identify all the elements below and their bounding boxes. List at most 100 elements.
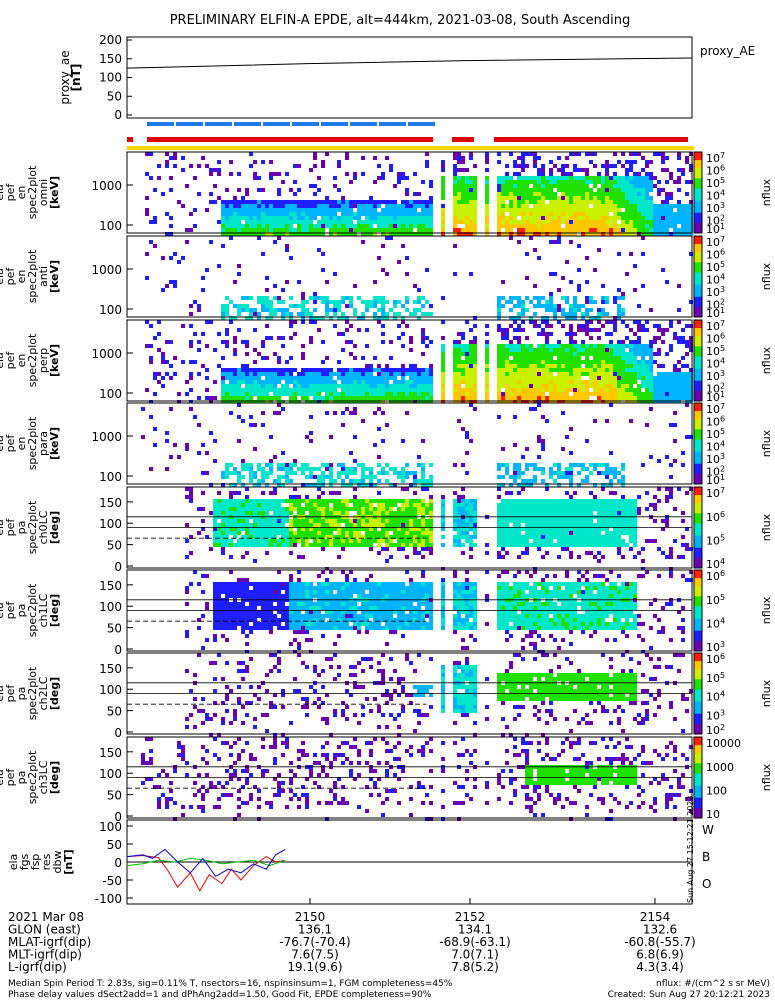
spectro-cell — [345, 304, 349, 308]
spectro-cell — [473, 503, 477, 507]
spectro-cell — [601, 228, 605, 232]
spectro-cell — [213, 499, 217, 503]
spectro-cell — [665, 392, 669, 396]
spectro-cell — [409, 228, 413, 232]
spectro-cell — [237, 392, 241, 396]
colorbar-cell — [694, 268, 702, 271]
spectro-cell — [345, 204, 349, 208]
spectro-cell — [269, 316, 273, 320]
colorbar-cell — [694, 260, 702, 263]
spectro-cell — [269, 224, 273, 228]
spectro-cell — [569, 380, 573, 384]
spectro-cell — [569, 332, 573, 336]
spectro-cell — [665, 380, 669, 384]
colorbar-cell — [694, 174, 702, 177]
spectro-cell — [369, 479, 373, 483]
spectro-cell — [189, 499, 193, 503]
spectro-cell — [573, 344, 577, 348]
spectro-cell — [637, 352, 641, 356]
spectro-cell — [365, 300, 369, 304]
spectro-cell — [233, 396, 237, 400]
spectro-cell — [365, 511, 369, 515]
spectro-cell — [629, 340, 633, 344]
colorbar-cell — [694, 206, 702, 210]
spectro-cell — [349, 519, 353, 523]
spectro-cell — [549, 272, 553, 276]
spectro-cell — [313, 308, 317, 312]
spectro-cell — [485, 192, 489, 196]
spectro-cell — [533, 304, 537, 308]
spectro-cell — [293, 463, 297, 467]
spectro-cell — [533, 216, 537, 220]
spectro-cell — [385, 228, 389, 232]
spectro-cell — [461, 519, 465, 523]
spectro-cell — [373, 499, 377, 503]
spectro-cell — [425, 312, 429, 316]
spectro-cell — [429, 368, 433, 372]
colorbar-tick-label-exp: 3 — [720, 369, 725, 378]
spectro-cell — [689, 336, 693, 340]
spectro-cell — [393, 543, 397, 547]
spectro-cell — [473, 212, 477, 216]
spectro-cell — [329, 220, 333, 224]
spectro-cell — [229, 200, 233, 204]
spectro-cell — [573, 384, 577, 388]
colorbar-tick-label-exp: 6 — [720, 248, 725, 257]
spectro-cell — [509, 368, 513, 372]
spectro-cell — [537, 435, 541, 439]
spectro-cell — [617, 368, 621, 372]
spectro-cell — [229, 376, 233, 380]
spectro-cell — [605, 376, 609, 380]
spectro-cell — [545, 336, 549, 340]
spectro-cell — [237, 304, 241, 308]
spectro-cell — [497, 192, 501, 196]
spectro-cell — [353, 376, 357, 380]
spectro-cell — [569, 172, 573, 176]
colorbar-tick-label-exp: 7 — [720, 235, 725, 244]
spectro-cell — [305, 523, 309, 527]
spectro-cell — [265, 224, 269, 228]
spectro-cell — [321, 340, 325, 344]
spectro-cell — [213, 543, 217, 547]
spectro-cell — [665, 212, 669, 216]
science-zone-dash — [379, 122, 406, 126]
spectro-cell — [285, 204, 289, 208]
spectro-cell — [245, 503, 249, 507]
spectro-cell — [573, 463, 577, 467]
spectro-cell — [197, 304, 201, 308]
spectro-cell — [313, 507, 317, 511]
spectro-cell — [441, 352, 445, 356]
spectro-cell — [641, 236, 645, 240]
spectro-cell — [425, 483, 429, 487]
spectro-cell — [321, 519, 325, 523]
spectro-cell — [669, 196, 673, 200]
spectro-cell — [545, 400, 549, 404]
spectro-cell — [373, 400, 377, 404]
colorbar-cell — [694, 330, 702, 333]
spectro-cell — [301, 380, 305, 384]
spectro-cell — [457, 180, 461, 184]
spectro-cell — [377, 220, 381, 224]
spectro-cell — [457, 372, 461, 376]
spectro-cell — [545, 320, 549, 324]
colorbar-tick-label-base: 10 — [706, 474, 720, 487]
spectro-cell — [645, 388, 649, 392]
spectro-cell — [461, 392, 465, 396]
spectro-cell — [333, 503, 337, 507]
spectro-cell — [317, 475, 321, 479]
spectro-cell — [409, 392, 413, 396]
spectro-cell — [245, 535, 249, 539]
spectro-cell — [389, 519, 393, 523]
spectro-cell — [373, 523, 377, 527]
spectro-cell — [217, 543, 221, 547]
spectro-cell — [321, 503, 325, 507]
spectro-cell — [381, 499, 385, 503]
spectro-cell — [381, 400, 385, 404]
spectro-cell — [565, 220, 569, 224]
spectro-cell — [261, 388, 265, 392]
spectro-cell — [657, 216, 661, 220]
spectro-cell — [345, 384, 349, 388]
spectro-cell — [233, 340, 237, 344]
spectro-cell — [561, 232, 565, 236]
spectro-cell — [281, 407, 285, 411]
